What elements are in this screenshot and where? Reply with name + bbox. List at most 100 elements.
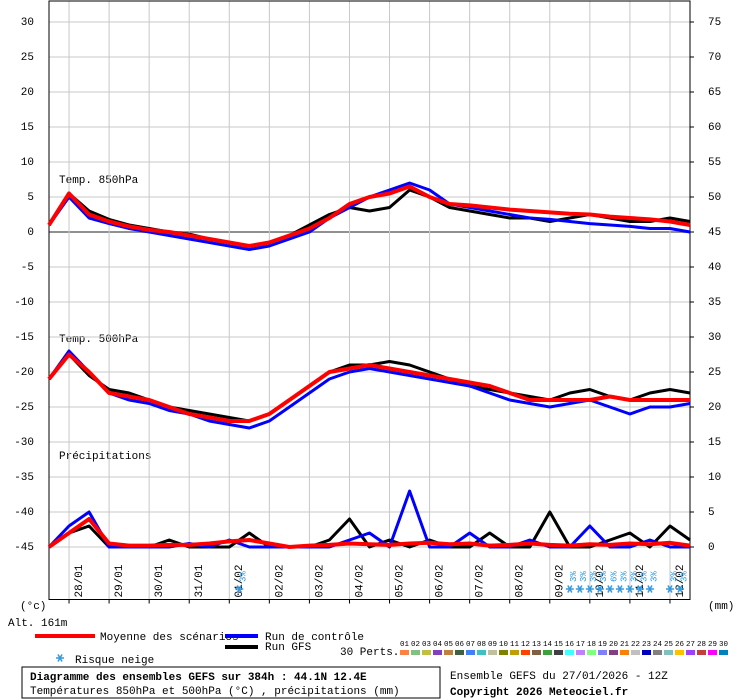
perturbation-label: 24 [653, 641, 663, 649]
y2-tick-label: 0 [708, 542, 715, 554]
perturbation-swatch [510, 650, 519, 655]
snow-icon-stroke [647, 585, 653, 593]
perturbation-label: 22 [631, 641, 640, 649]
perturbation-swatch [587, 650, 596, 655]
perturbation-label: 12 [521, 641, 530, 649]
perturbations-label: 30 Perts. [340, 647, 399, 659]
y2-tick-label: 35 [708, 297, 721, 309]
perturbation-swatch [488, 650, 497, 655]
x-tick-label: 04/02 [354, 564, 366, 597]
y-tick-label: -15 [14, 332, 34, 344]
annotation: Précipitations [59, 451, 151, 463]
snow-icon [575, 585, 584, 593]
y2-tick-label: 25 [708, 367, 721, 379]
y2-unit: (mm) [708, 601, 734, 613]
snow-risk-label: 3% [579, 571, 589, 582]
y-tick-label: -35 [14, 472, 34, 484]
perturbation-label: 28 [697, 641, 706, 649]
snow-risk-label: 3% [669, 571, 679, 582]
snow-icon [615, 585, 624, 593]
snow-icon-stroke [677, 585, 683, 593]
annotation: Temp. 850hPa [59, 175, 139, 187]
y-tick-label: 5 [27, 192, 34, 204]
snow-icon-stroke [236, 585, 242, 593]
snow-icon-stroke [577, 585, 583, 593]
y2-tick-label: 15 [708, 437, 721, 449]
y2-tick-label: 70 [708, 52, 721, 64]
y2-tick-label: 10 [708, 472, 721, 484]
perturbation-label: 30 [719, 641, 729, 649]
series-line [47, 352, 690, 423]
snow-risk-label: 3% [569, 571, 579, 582]
snow-icon [56, 654, 64, 662]
x-tick-label: 06/02 [435, 564, 447, 597]
y2-tick-label: 65 [708, 87, 721, 99]
perturbation-swatch [598, 650, 607, 655]
snow-risk-label: 3% [619, 571, 629, 582]
perturbation-swatch [532, 650, 541, 655]
snow-icon [585, 585, 594, 593]
perturbation-label: 05 [444, 641, 454, 649]
y-tick-label: -10 [14, 297, 34, 309]
y-tick-label: -45 [14, 542, 34, 554]
y2-tick-label: 50 [708, 192, 721, 204]
perturbation-swatch [543, 650, 552, 655]
perturbation-label: 20 [609, 641, 619, 649]
perturbation-label: 16 [565, 641, 575, 649]
y-tick-label: -40 [14, 507, 34, 519]
snow-icon-stroke [587, 585, 593, 593]
perturbation-swatch [400, 650, 409, 655]
y2-tick-label: 55 [708, 157, 721, 169]
perturbation-swatch [455, 650, 464, 655]
snow-icon-stroke [567, 585, 573, 593]
perturbation-swatch [609, 650, 618, 655]
perturbation-label: 10 [499, 641, 509, 649]
snow-icon [635, 585, 644, 593]
x-tick-label: 05/02 [394, 564, 406, 597]
perturbation-swatch [477, 650, 486, 655]
snow-risk-label: 3% [649, 571, 659, 582]
y2-tick-label: 45 [708, 227, 721, 239]
perturbation-swatch [565, 650, 574, 655]
snow-icon [565, 585, 574, 593]
y2-tick-label: 40 [708, 262, 721, 274]
perturbation-label: 26 [675, 641, 685, 649]
perturbation-swatch [620, 650, 629, 655]
perturbation-swatch [444, 650, 453, 655]
x-tick-label: 07/02 [475, 564, 487, 597]
perturbation-swatch [697, 650, 706, 655]
perturbation-swatch [631, 650, 640, 655]
perturbation-label: 19 [598, 641, 607, 649]
y2-tick-label: 20 [708, 402, 721, 414]
snow-icon-stroke [57, 654, 63, 662]
y-tick-label: -25 [14, 402, 34, 414]
x-tick-label: 09/02 [555, 564, 567, 597]
snow-risk-label: 3% [589, 571, 599, 582]
y2-tick-label: 30 [708, 332, 721, 344]
perturbation-swatch [422, 650, 431, 655]
snow-icon [605, 585, 614, 593]
y2-tick-label: 60 [708, 122, 721, 134]
run-info: Ensemble GEFS du 27/01/2026 - 12Z [450, 671, 668, 683]
perturbation-swatch [686, 650, 695, 655]
footer-box [21, 666, 441, 699]
snow-icon-stroke [667, 585, 673, 593]
perturbation-label: 07 [466, 641, 475, 649]
perturbation-label: 13 [532, 641, 542, 649]
snow-icon [645, 585, 654, 593]
snow-risk-label: 3% [679, 571, 689, 582]
snow-risk-label: 3% [599, 571, 609, 582]
x-tick-label: 28/01 [74, 564, 86, 597]
annotation: Temp. 500hPa [59, 334, 139, 346]
snow-icon-stroke [617, 585, 623, 593]
x-tick-label: 02/02 [274, 564, 286, 597]
snow-icon [665, 585, 674, 593]
perturbation-label: 21 [620, 641, 630, 649]
perturbation-swatch [576, 650, 585, 655]
snow-icon-stroke [597, 585, 603, 593]
perturbation-swatch [554, 650, 563, 655]
y-tick-label: 0 [27, 227, 34, 239]
x-tick-label: 29/01 [114, 564, 126, 597]
y2-tick-label: 5 [708, 507, 715, 519]
